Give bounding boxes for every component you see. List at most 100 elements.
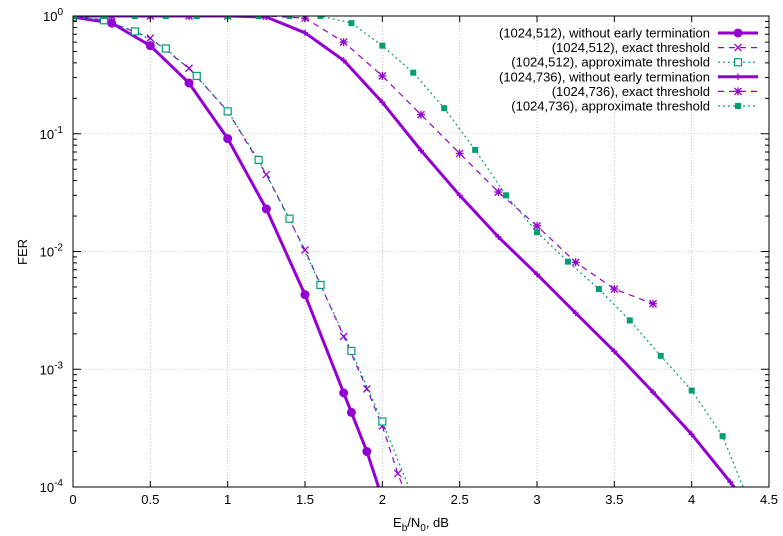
marker-open-square <box>347 346 356 356</box>
marker-filled-square <box>626 317 633 324</box>
marker-circle <box>339 388 349 398</box>
marker-asterisk <box>378 71 387 80</box>
marker-filled-square <box>348 20 355 27</box>
y-tick-label: 10-1 <box>40 125 64 142</box>
x-tick-labels: 0 0.5 1 1.5 2 2.5 3 3.5 4 4.5 <box>69 492 778 507</box>
marker-circle <box>261 204 271 214</box>
series-markers-2 <box>73 16 402 478</box>
marker-plus <box>650 389 656 396</box>
legend-label: (1024,736), exact threshold <box>552 84 710 99</box>
x-tick-label: 3 <box>533 492 540 507</box>
marker-plus <box>611 348 618 355</box>
legend-label: (1024,736), approximate threshold <box>511 99 710 114</box>
marker-asterisk <box>107 16 116 20</box>
y-tick-label: 10-3 <box>40 360 64 377</box>
marker-asterisk <box>610 285 619 294</box>
marker-x <box>362 385 371 393</box>
series-line-1 <box>73 16 381 487</box>
marker-x <box>393 469 402 478</box>
x-tick-label: 2.5 <box>451 492 469 507</box>
x-tick-label: 0.5 <box>141 492 159 507</box>
axis-ticks <box>72 15 770 488</box>
marker-asterisk <box>533 221 541 230</box>
x-axis-label-e: E <box>393 515 402 530</box>
y-tick-labels: 100 10-1 10-2 10-3 10-4 <box>40 7 64 495</box>
series-markers-3 <box>73 16 417 502</box>
marker-asterisk <box>649 299 657 308</box>
marker-filled-square <box>534 229 540 236</box>
marker-x <box>339 332 348 341</box>
series-markers-1 <box>73 16 372 457</box>
marker-asterisk <box>417 110 425 119</box>
marker-asterisk <box>455 149 464 158</box>
x-axis-label-sub-b: b <box>402 523 408 534</box>
marker-filled-square <box>472 146 479 153</box>
marker-plus <box>418 147 424 154</box>
marker-circle <box>300 290 310 300</box>
legend-item-2: (1024,512), exact threshold <box>552 40 758 55</box>
legend-item-6: (1024,736), approximate threshold <box>511 99 758 114</box>
x-tick-label: 4 <box>688 492 695 507</box>
marker-plus <box>534 271 540 278</box>
marker-open-square <box>285 214 294 223</box>
marker-asterisk <box>339 38 348 47</box>
x-axis-label-tail: , dB <box>426 515 449 530</box>
marker-plus <box>572 310 579 317</box>
marker-plus <box>456 192 463 199</box>
marker-filled-square <box>735 103 741 109</box>
marker-open-square <box>130 27 139 36</box>
x-axis-label-sub-0: 0 <box>420 523 426 534</box>
y-axis-label: FER <box>15 239 30 265</box>
marker-plus <box>688 431 695 438</box>
marker-open-square <box>316 280 325 290</box>
marker-circle <box>223 134 233 144</box>
marker-filled-square <box>73 16 76 19</box>
marker-plus <box>302 29 308 36</box>
marker-open-square <box>378 417 387 426</box>
marker-filled-square <box>503 192 510 199</box>
marker-filled-square <box>657 352 664 359</box>
legend-item-5: (1024,736), exact threshold <box>552 84 758 99</box>
marker-plus <box>735 73 741 80</box>
x-tick-label: 4.5 <box>760 492 778 507</box>
marker-filled-square <box>193 16 200 19</box>
marker-circle <box>346 407 356 417</box>
marker-circle <box>362 447 372 457</box>
x-tick-label: 0 <box>69 492 76 507</box>
marker-open-square <box>410 495 417 502</box>
marker-filled-square <box>410 69 417 76</box>
marker-x <box>301 246 309 254</box>
legend-item-1: (1024,512), without early termination <box>499 26 758 41</box>
y-tick-label: 100 <box>43 7 63 24</box>
marker-asterisk <box>262 16 271 20</box>
series-markers-6 <box>73 16 726 440</box>
marker-plus <box>340 57 347 64</box>
x-tick-label: 2 <box>379 492 386 507</box>
marker-plus <box>379 99 386 106</box>
x-tick-label: 3.5 <box>605 492 623 507</box>
marker-plus <box>751 510 757 516</box>
marker-circle <box>145 41 155 51</box>
marker-filled-square <box>162 16 169 19</box>
legend: (1024,512), without early termination(10… <box>499 26 758 114</box>
marker-x <box>262 170 271 179</box>
marker-filled-square <box>564 258 571 265</box>
marker-asterisk <box>185 16 193 20</box>
legend-item-3: (1024,512), approximate threshold <box>511 55 758 70</box>
marker-plus <box>727 479 734 486</box>
marker-open-square <box>254 155 263 164</box>
marker-filled-square <box>317 16 324 19</box>
marker-open-square <box>733 58 743 67</box>
marker-filled-square <box>688 387 695 394</box>
y-tick-label: 10-4 <box>40 478 64 495</box>
marker-open-square <box>161 44 170 53</box>
legend-label: (1024,512), without early termination <box>499 26 710 41</box>
marker-open-square <box>192 71 201 80</box>
marker-filled-square <box>719 433 726 440</box>
marker-filled-square <box>131 16 138 19</box>
legend-label: (1024,736), without early termination <box>499 69 710 84</box>
marker-circle <box>733 28 743 38</box>
legend-item-4: (1024,736), without early termination <box>499 69 758 84</box>
marker-filled-square <box>255 16 262 19</box>
marker-filled-square <box>441 105 448 112</box>
